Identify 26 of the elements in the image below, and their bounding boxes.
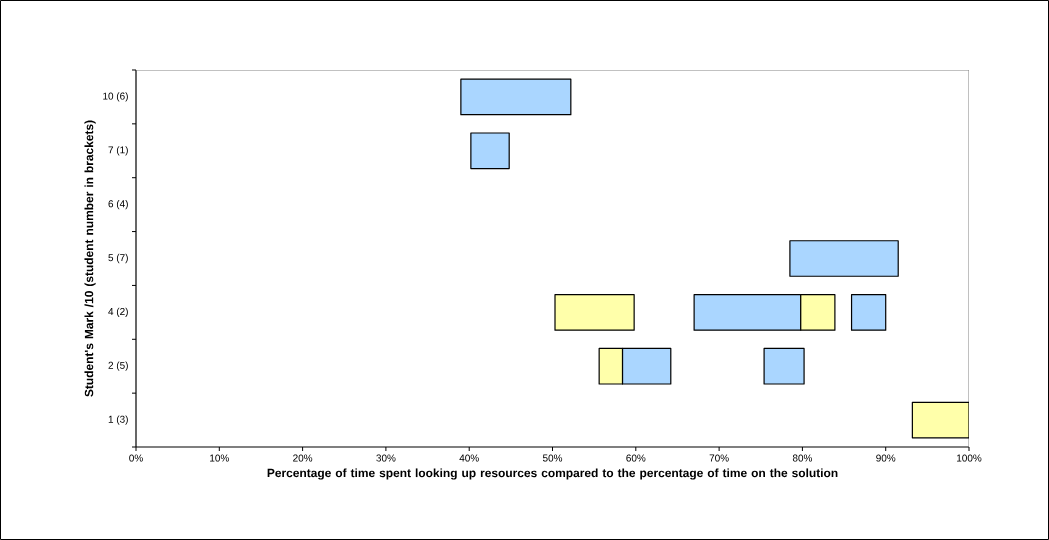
y-tick-label: 6 (4) [108,200,128,210]
x-tick-label: 60% [626,454,646,462]
x-tick-label: 40% [459,454,479,462]
y-axis-title: Student's Mark /10 (student number in brackets) [84,120,96,397]
x-tick-label: 10% [210,454,229,462]
y-tick-label: 1 (3) [108,415,128,425]
bar [460,78,572,116]
x-tick-label: 30% [376,454,396,462]
y-tick-label: 2 (5) [108,361,128,371]
x-tick-label: 50% [542,454,563,462]
y-tick-label: 7 (1) [108,146,128,156]
y-tick-label: 4 (2) [108,307,128,317]
y-tick-label: 10 (6) [103,92,128,102]
x-tick-label: 0% [129,454,143,462]
bar [850,293,887,331]
x-tick-label: 100% [957,454,982,462]
bar [763,347,805,385]
x-tick-label: 20% [293,454,313,462]
x-tick-label: 90% [876,454,896,462]
x-tick-label: 70% [709,454,729,462]
bar [789,240,899,277]
x-tick-label: 80% [792,454,813,462]
bar [554,293,635,331]
y-tick-label: 5 (7) [108,253,128,264]
bar [470,132,510,170]
x-axis-title: Percentage of time spent looking up resources compared to the percentage of time on the solution [267,468,838,480]
